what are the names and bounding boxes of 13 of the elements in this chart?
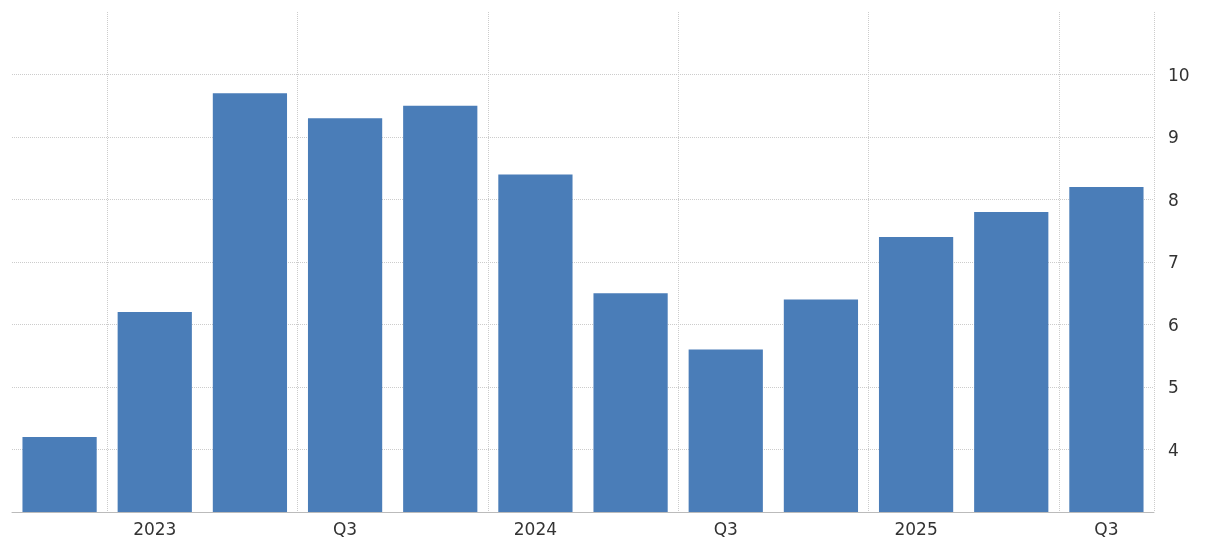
- y-tick-label: 7: [1168, 252, 1179, 272]
- x-tick-label: 2024: [513, 518, 558, 539]
- x-tick-label: 2025: [894, 518, 938, 539]
- x-tick-label: Q3: [713, 518, 738, 539]
- y-tick-label: 9: [1168, 127, 1179, 147]
- y-tick-label: 4: [1168, 439, 1179, 460]
- x-tick-label: 2023: [133, 518, 177, 539]
- y-tick-label: 6: [1168, 314, 1179, 335]
- y-tick-label: 5: [1168, 377, 1179, 397]
- y-tick-label: 10: [1168, 64, 1190, 85]
- x-tick-label: Q3: [1094, 518, 1119, 539]
- x-tick-label: Q3: [332, 518, 358, 539]
- y-tick-label: 8: [1168, 189, 1179, 210]
